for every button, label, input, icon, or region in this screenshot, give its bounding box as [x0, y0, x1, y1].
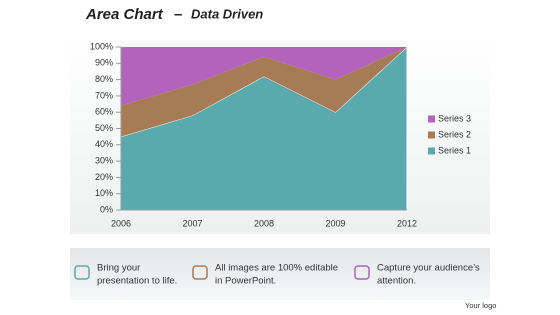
area	[121, 47, 407, 106]
footer-icon	[192, 265, 208, 280]
logo: Your logo	[465, 301, 496, 310]
footer-text: presentation to life.	[97, 276, 177, 287]
y-tick-label: 70%	[95, 90, 113, 100]
y-tick-label: 90%	[95, 58, 113, 68]
legend-swatch	[428, 131, 435, 139]
footer-text: Capture your audience’s	[377, 263, 480, 274]
x-tick-label: 2012	[397, 218, 417, 228]
legend-label: Series 3	[438, 113, 471, 123]
y-tick-label: 10%	[95, 188, 113, 198]
chart-title: Area Chart	[85, 6, 164, 23]
footer-text: All images are 100% editable	[215, 263, 338, 274]
legend-label: Series 1	[438, 145, 471, 155]
x-tick-label: 2009	[325, 218, 345, 228]
x-tick-label: 2006	[111, 218, 131, 228]
footer-icon	[354, 265, 370, 280]
y-tick-label: 60%	[95, 107, 113, 117]
y-tick-label: 20%	[95, 172, 113, 182]
legend-swatch	[428, 147, 435, 155]
area	[121, 47, 407, 137]
title-dash: –	[174, 6, 182, 23]
chart-subtitle: Data Driven	[191, 6, 263, 21]
footer-band	[70, 248, 490, 300]
x-tick-label: 2007	[182, 218, 202, 228]
y-tick-label: 50%	[95, 123, 113, 133]
x-tick-label: 2008	[254, 218, 274, 228]
y-tick-label: 0%	[100, 204, 113, 214]
y-tick-label: 100%	[90, 41, 113, 51]
y-tick-label: 80%	[95, 74, 113, 84]
footer-text: attention.	[377, 276, 416, 287]
footer-text: in PowerPoint.	[215, 276, 276, 287]
legend-swatch	[428, 115, 435, 123]
y-tick-label: 30%	[95, 155, 113, 165]
y-tick-label: 40%	[95, 139, 113, 149]
footer-text: Bring your	[97, 263, 140, 274]
footer-icon	[74, 265, 90, 280]
legend-label: Series 2	[438, 129, 471, 139]
